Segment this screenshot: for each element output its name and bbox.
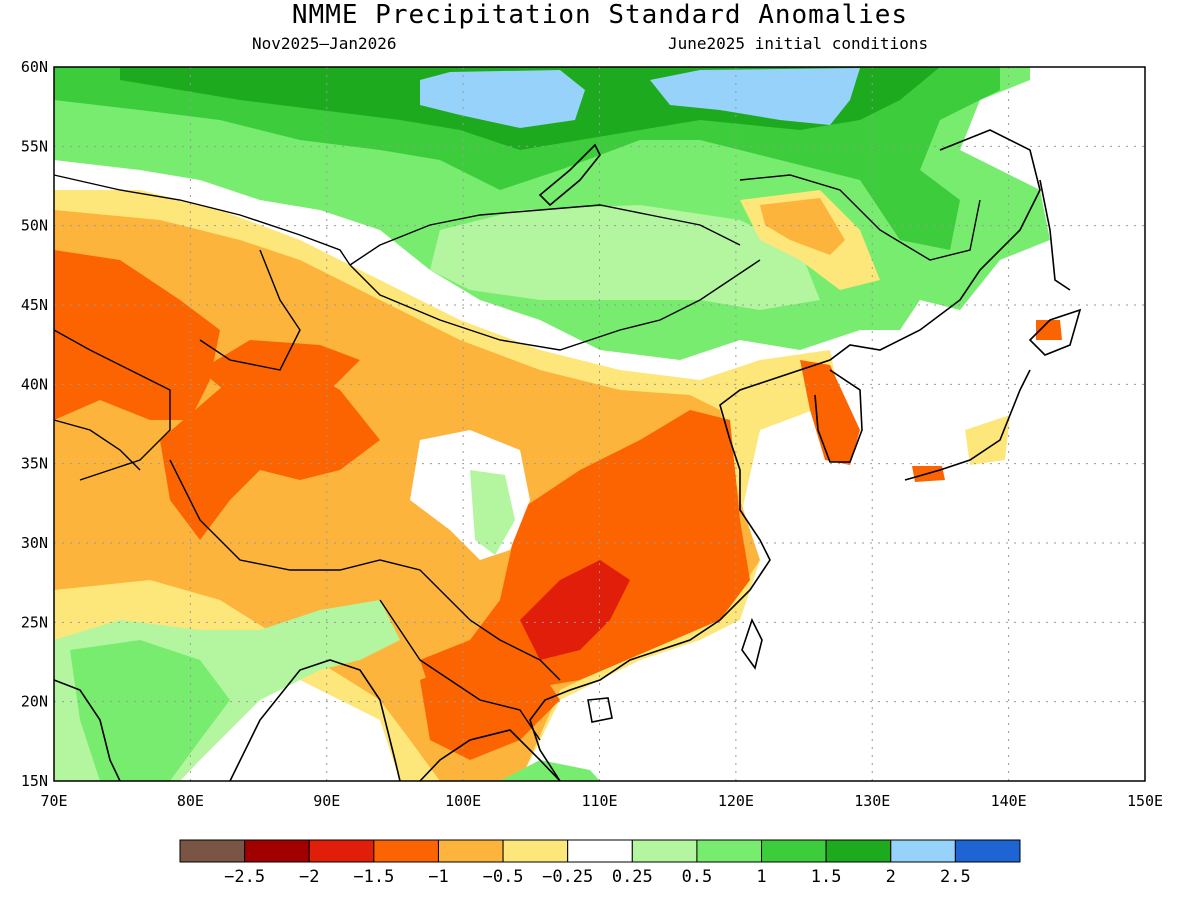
- field-orange-hokkaido: [1036, 320, 1062, 340]
- border-afghanistan: [53, 419, 141, 471]
- colorbar-swatch: [825, 839, 892, 863]
- border-laos: [449, 679, 541, 741]
- coast-india: [53, 679, 121, 782]
- border-china-kz: [199, 249, 301, 371]
- coast-indochina: [419, 729, 561, 782]
- colorbar-label: −1: [428, 867, 448, 887]
- coast-bay-of-bengal: [229, 659, 401, 782]
- field-red-china-south: [520, 560, 630, 660]
- lat-label: 55N: [21, 137, 48, 155]
- border-mongolia-china: [349, 259, 761, 351]
- coast-china: [529, 129, 1041, 782]
- lake-baikal: [538, 143, 601, 207]
- colorbar-swatch: [696, 839, 763, 863]
- field-orange-china-east: [420, 410, 750, 700]
- field-yellow-japan: [965, 415, 1010, 465]
- colorbar-swatch: [437, 839, 504, 863]
- colorbar-swatch: [244, 839, 310, 863]
- lon-label: 130E: [854, 792, 890, 810]
- longitude-labels: 70E 80E 90E 100E 110E 120E 130E 140E 150E: [40, 792, 1163, 810]
- colorbar-label: 0.5: [682, 867, 713, 887]
- lon-label: 150E: [1127, 792, 1163, 810]
- colorbar-swatch: [308, 839, 375, 863]
- lat-label: 45N: [21, 296, 48, 314]
- colorbar-swatch: [890, 839, 956, 863]
- map-frame: [53, 66, 1146, 782]
- lon-label: 80E: [177, 792, 204, 810]
- field-orange-indochina: [420, 660, 560, 760]
- colorbar-label: 0.25: [612, 867, 653, 887]
- graticule: [54, 67, 1145, 781]
- lat-label: 30N: [21, 534, 48, 552]
- border-himalaya: [169, 459, 441, 591]
- field-lightblue-2: [650, 68, 860, 125]
- colorbar-swatch: [954, 839, 1021, 863]
- field-orange-korea: [800, 360, 860, 465]
- colorbar-label: 1.5: [811, 867, 842, 887]
- field-palegreen-china: [470, 470, 515, 555]
- colorbar: [179, 839, 1021, 863]
- colorbar-swatch: [567, 839, 633, 863]
- field-orange-west: [54, 250, 220, 420]
- colorbar-swatch: [179, 839, 246, 863]
- colorbar-label: 1: [756, 867, 766, 887]
- lon-label: 70E: [40, 792, 67, 810]
- coastlines: [53, 129, 1082, 782]
- coast-sakhalin: [1039, 179, 1071, 291]
- initial-conditions: June2025 initial conditions: [668, 34, 929, 53]
- field-orange-tibet: [160, 360, 380, 540]
- colorbar-swatch: [631, 839, 698, 863]
- colorbar-swatch: [761, 839, 827, 863]
- lat-label: 15N: [21, 772, 48, 790]
- forecast-period: Nov2025–Jan2026: [252, 34, 397, 53]
- lon-label: 140E: [991, 792, 1027, 810]
- coast-taiwan: [741, 617, 763, 670]
- colorbar-label: −1.5: [353, 867, 394, 887]
- coast-korea: [814, 369, 863, 463]
- border-myanmar: [379, 599, 451, 681]
- latitude-labels: 15N 20N 25N 30N 35N 40N 45N 50N 55N 60N: [21, 58, 48, 790]
- border-china-sea: [439, 589, 561, 681]
- border-china-russia-east: [739, 174, 981, 261]
- coast-hokkaido: [1028, 308, 1082, 356]
- chart-title: NMME Precipitation Standard Anomalies: [291, 0, 909, 30]
- field-palegreen-mongolia: [430, 205, 820, 310]
- lon-label: 120E: [718, 792, 754, 810]
- lat-label: 40N: [21, 375, 48, 393]
- colorbar-label: −0.25: [542, 867, 593, 887]
- colorbar-label: 2.5: [940, 867, 971, 887]
- colorbar-label: −2.5: [224, 867, 265, 887]
- lon-label: 90E: [313, 792, 340, 810]
- lon-label: 110E: [581, 792, 617, 810]
- field-lightblue-1: [420, 70, 585, 128]
- lon-label: 100E: [445, 792, 481, 810]
- lat-label: 50N: [21, 217, 48, 235]
- lat-label: 25N: [21, 613, 48, 631]
- field-orange-manchuria: [760, 198, 845, 255]
- border-russia-kz: [53, 174, 351, 266]
- borders: [53, 174, 981, 741]
- coast-japan-honshu: [904, 369, 1031, 481]
- lat-label: 35N: [21, 455, 48, 473]
- colorbar-label: −0.5: [483, 867, 524, 887]
- lat-label: 20N: [21, 693, 48, 711]
- lat-label: 60N: [21, 58, 48, 76]
- border-russia-mongolia: [349, 204, 741, 266]
- colorbar-labels: −2.5 −2 −1.5 −1 −0.5 −0.25 0.25 0.5 1 1.5 2 2.5: [224, 867, 971, 887]
- border-central-asia: [53, 329, 171, 481]
- coast-hainan: [587, 697, 613, 723]
- colorbar-swatch: [502, 839, 569, 863]
- colorbar-label: −2: [299, 867, 319, 887]
- colorbar-swatch: [373, 839, 439, 863]
- map-fields: [54, 67, 1145, 781]
- colorbar-label: 2: [886, 867, 896, 887]
